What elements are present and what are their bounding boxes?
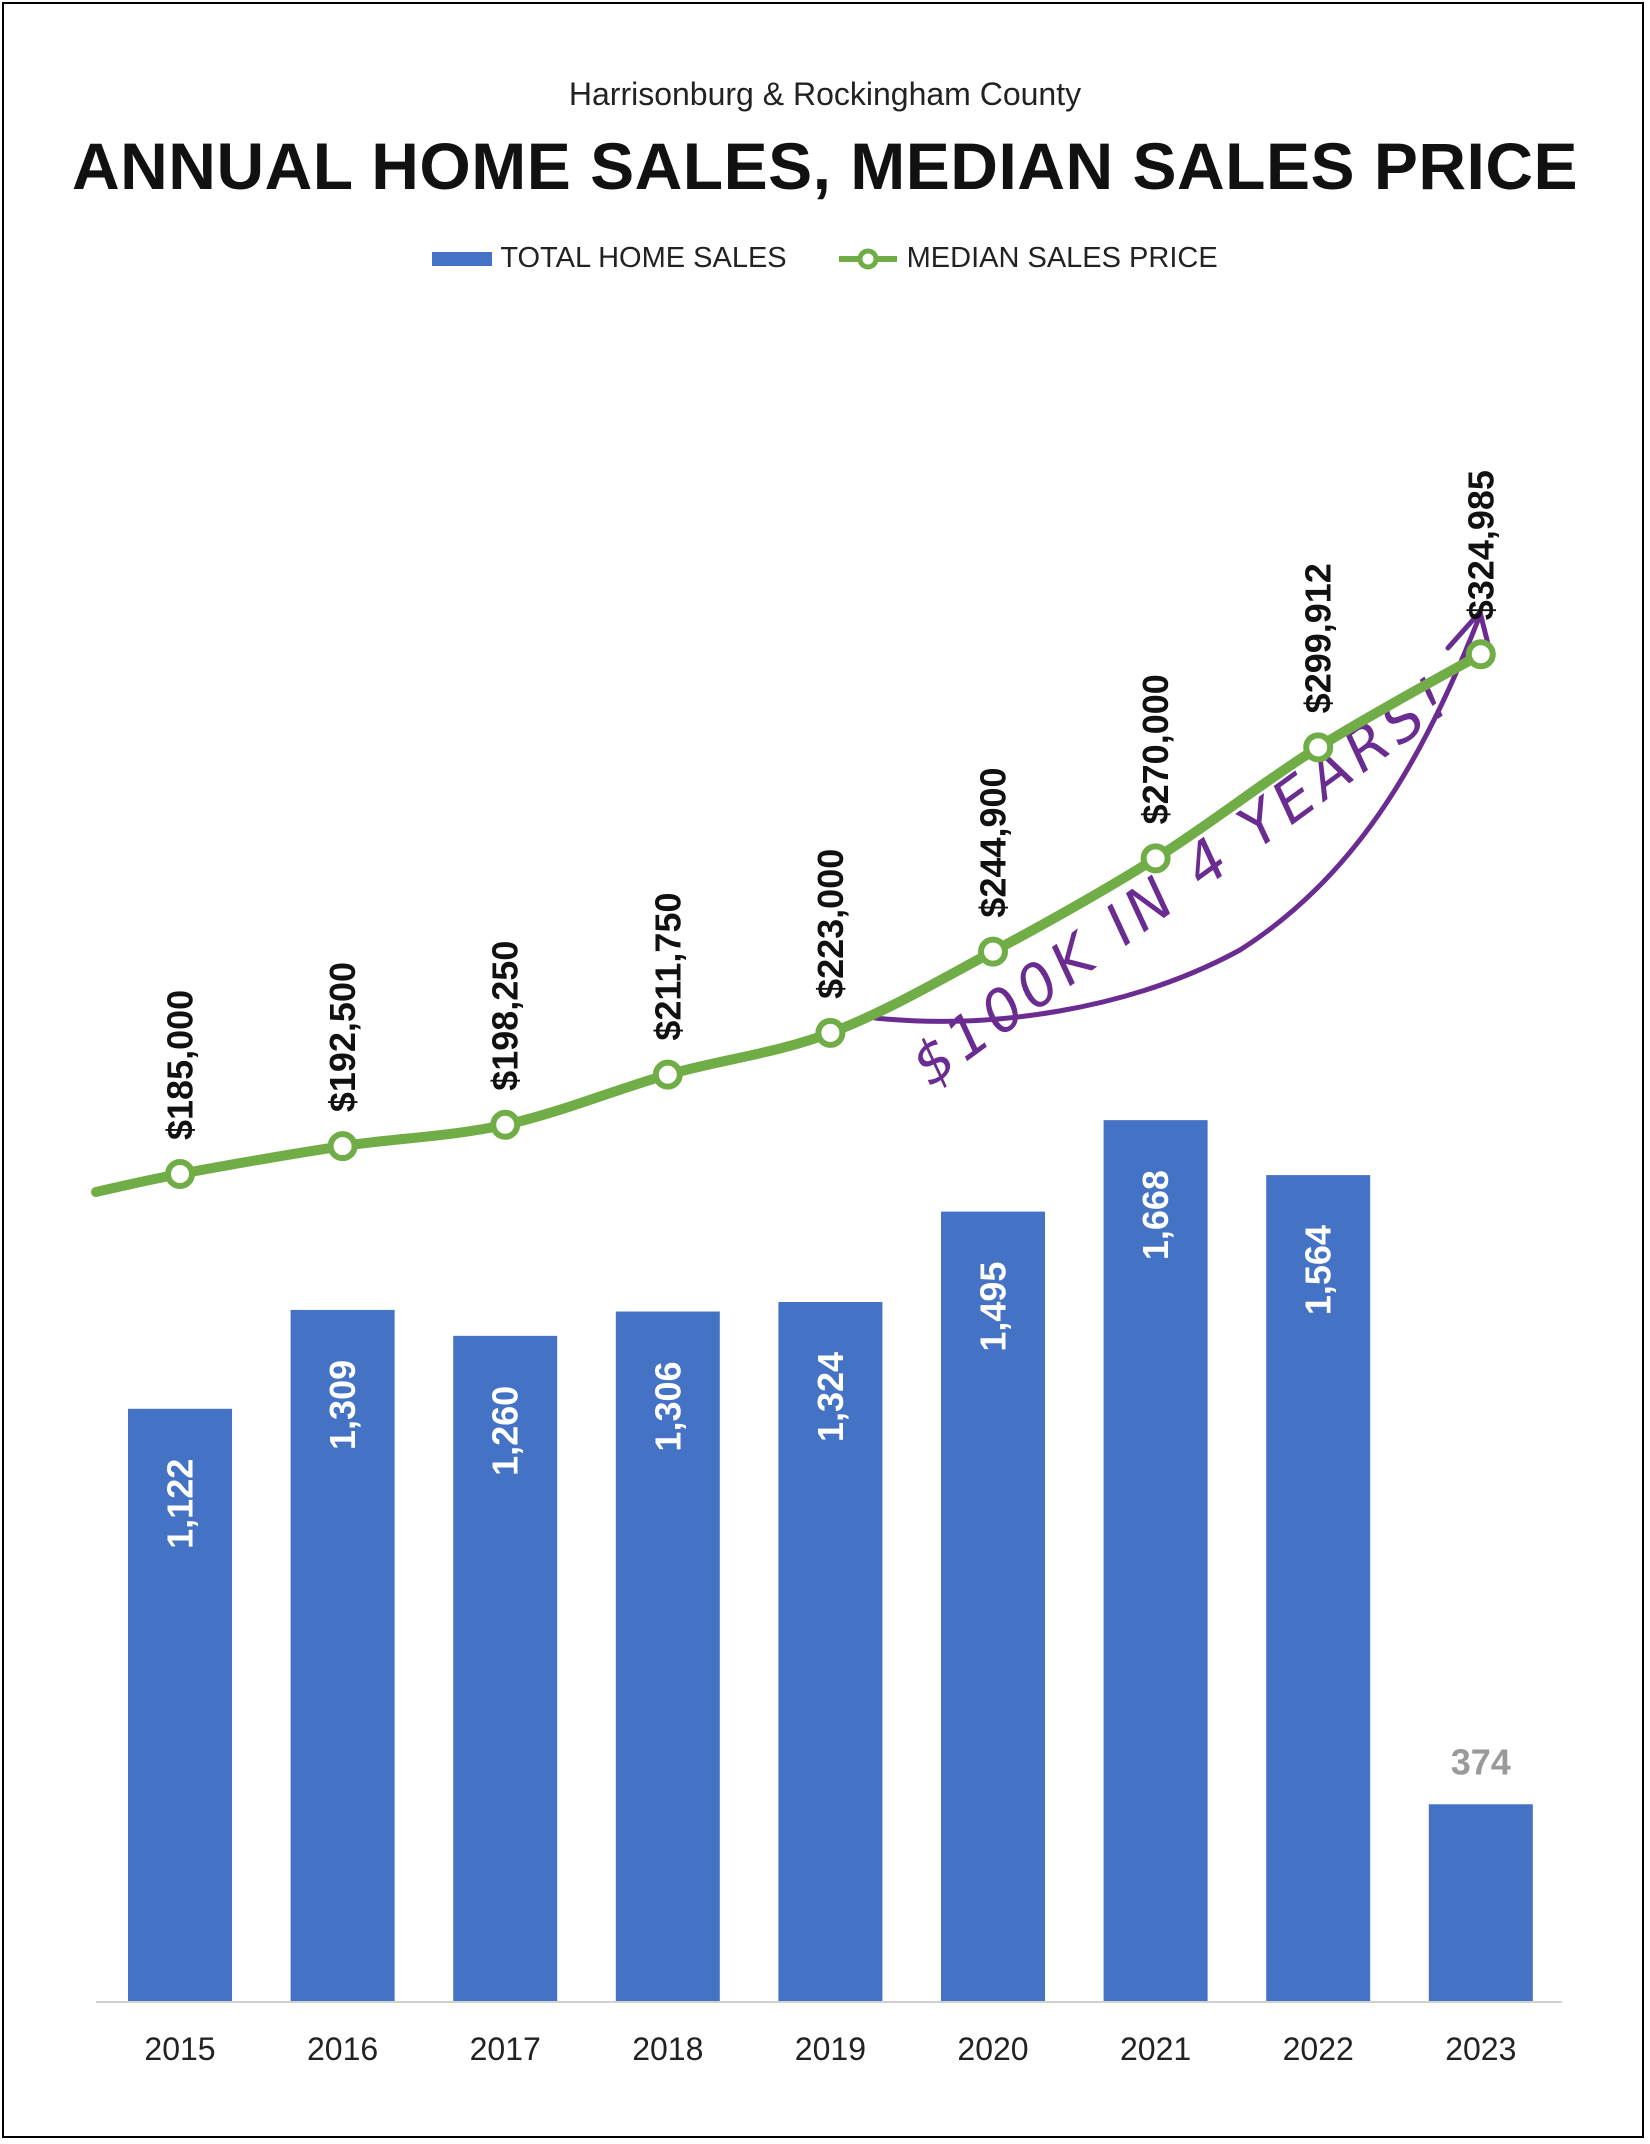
sales-bar-2022 [1266,1175,1371,2002]
x-tick-2015: 2015 [144,2031,215,2067]
price-point-2018 [652,1059,683,1090]
x-tick-2017: 2017 [470,2031,541,2067]
sales-bar-label-2018: 1,306 [647,1361,688,1451]
legend-bars-label: TOTAL HOME SALES [500,242,787,274]
sales-bar-2020 [941,1211,1045,2002]
sales-bar-2023 [1428,1804,1533,2002]
price-point-2021 [1140,843,1171,874]
legend-line-swatch-icon [838,248,897,269]
sales-bar-label-2020: 1,495 [973,1262,1014,1352]
sales-bar-label-2019: 1,324 [810,1352,851,1442]
price-point-2015 [165,1159,195,1189]
sales-bar-2019 [778,1302,883,2002]
sales-bar-2016 [290,1309,395,2002]
sales-bar-label-2023: 374 [1451,1741,1511,1782]
price-label-2021: $270,000 [1135,674,1176,824]
x-tick-2019: 2019 [795,2031,866,2067]
price-point-2019 [815,1017,846,1048]
x-axis-ticks: 2015 2016 2017 2018 2019 2020 2021 2022 2023 [144,2031,1516,2067]
sales-bar-2015 [128,1408,232,2002]
price-point-2020 [978,936,1008,967]
x-tick-2018: 2018 [632,2031,703,2067]
price-label-2020: $244,900 [973,767,1014,917]
x-tick-2021: 2021 [1120,2031,1191,2067]
annotation-layer: $100K IN 4 YEARS! [872,609,1495,1099]
legend-item-bars: TOTAL HOME SALES [432,242,787,275]
price-label-2022: $299,912 [1298,563,1339,713]
x-tick-2016: 2016 [307,2031,378,2067]
x-tick-2022: 2022 [1283,2031,1354,2067]
x-tick-2020: 2020 [957,2031,1028,2067]
price-label-2017: $198,250 [485,941,526,1091]
legend-bar-swatch-icon [432,251,493,266]
price-line-layer: $185,000 $192,500 $198,250 $211,750 $223,000… [91,470,1501,1197]
legend-item-line: MEDIAN SALES PRICE [837,242,1218,275]
price-point-2022 [1303,732,1334,763]
price-label-2019: $223,000 [810,849,851,999]
price-label-2016: $192,500 [322,962,363,1112]
sales-bar-label-2022: 1,564 [1298,1225,1339,1315]
sales-bar-label-2017: 1,260 [485,1386,526,1476]
chart-title: ANNUAL HOME SALES, MEDIAN SALES PRICE [71,129,1579,203]
sales-bar-2021 [1103,1120,1208,2002]
median-price-line [91,649,1486,1197]
legend: TOTAL HOME SALES MEDIAN SALES PRICE [0,242,1650,275]
price-label-2018: $211,750 [647,893,688,1041]
annotation-arrow-curve [872,612,1483,1024]
sales-bar-label-2016: 1,309 [322,1360,363,1450]
sales-bar-2017 [453,1335,558,2002]
legend-line-label: MEDIAN SALES PRICE [906,242,1218,274]
price-point-2017 [490,1109,521,1140]
bars-layer: 1,122 1,309 1,260 1,306 1,324 1,495 1,668 1,564… [128,1120,1533,2002]
sales-bar-label-2021: 1,668 [1135,1170,1176,1260]
price-point-2023 [1465,639,1496,670]
chart-subtitle: Harrisonburg & Rockingham County [568,76,1082,112]
sales-bar-2018 [615,1311,720,2002]
price-point-2016 [327,1131,358,1162]
x-tick-2023: 2023 [1445,2031,1516,2067]
price-label-2015: $185,000 [160,990,201,1140]
sales-bar-label-2015: 1,122 [160,1459,201,1549]
price-label-2023: $324,985 [1460,470,1501,620]
